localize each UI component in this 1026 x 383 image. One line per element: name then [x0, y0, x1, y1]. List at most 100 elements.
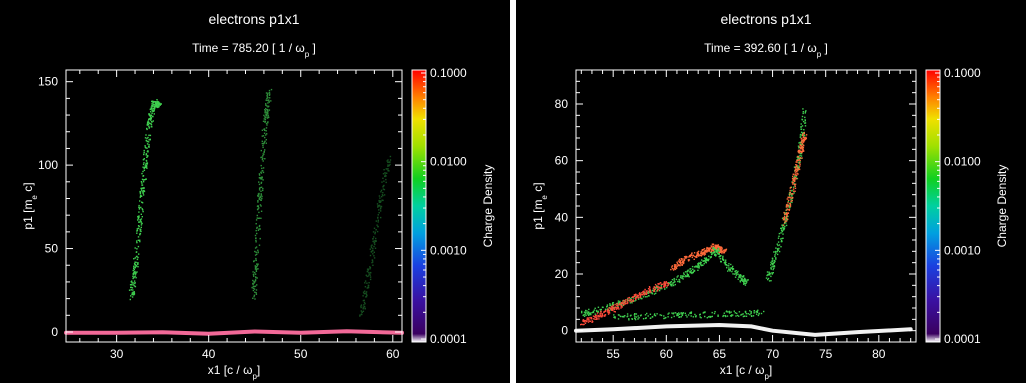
x-tick-label: 75	[819, 347, 833, 361]
density-point	[799, 159, 801, 162]
density-point	[140, 222, 143, 224]
density-point	[626, 298, 629, 300]
density-point	[673, 279, 675, 281]
density-point	[783, 218, 786, 220]
density-point	[686, 271, 688, 273]
density-point	[253, 285, 256, 288]
density-point	[742, 278, 744, 281]
density-point	[661, 287, 663, 290]
density-point	[657, 283, 659, 285]
density-point	[608, 311, 610, 313]
density-point	[734, 270, 736, 273]
density-point	[799, 163, 801, 165]
density-point	[148, 118, 150, 120]
density-point	[777, 244, 779, 247]
density-point	[738, 315, 740, 317]
density-point	[596, 310, 598, 313]
density-band-0	[64, 329, 404, 336]
density-point	[368, 273, 370, 275]
density-point	[383, 188, 386, 191]
density-point	[739, 281, 742, 283]
density-point	[638, 297, 640, 299]
density-point	[256, 208, 259, 211]
density-point	[583, 320, 585, 323]
density-point	[138, 221, 140, 223]
density-point	[699, 263, 701, 265]
density-point	[141, 201, 143, 203]
density-point	[255, 251, 257, 253]
density-point	[645, 317, 647, 319]
density-point	[260, 194, 263, 196]
density-point	[267, 114, 269, 117]
density-point	[145, 134, 147, 136]
density-point	[369, 254, 372, 257]
density-point	[705, 260, 708, 262]
density-point	[584, 320, 586, 322]
density-point	[744, 284, 747, 286]
density-point	[796, 161, 798, 163]
density-point	[772, 265, 775, 268]
density-point	[140, 206, 142, 209]
density-point	[257, 195, 259, 198]
density-point	[644, 292, 647, 294]
density-point	[722, 315, 724, 318]
density-point	[362, 310, 365, 312]
density-point	[675, 264, 677, 266]
density-point	[736, 312, 738, 315]
density-point	[377, 206, 379, 208]
density-point	[142, 194, 145, 196]
density-point	[377, 225, 379, 228]
density-point	[802, 120, 805, 123]
density-point	[710, 256, 712, 258]
density-point	[138, 204, 140, 207]
density-point	[251, 286, 253, 289]
density-point	[791, 194, 793, 196]
density-point	[704, 261, 706, 263]
density-point	[152, 120, 154, 122]
density-point	[692, 271, 694, 273]
density-point	[669, 282, 671, 285]
density-point	[264, 110, 267, 112]
density-point	[668, 312, 670, 314]
density-point	[639, 295, 642, 297]
density-point	[153, 109, 155, 111]
density-point	[680, 262, 682, 264]
density-point	[130, 286, 132, 289]
density-point	[261, 158, 264, 161]
density-point	[146, 147, 148, 149]
density-point	[719, 255, 721, 258]
density-point	[736, 271, 739, 274]
density-point	[785, 220, 787, 222]
density-point	[773, 265, 776, 268]
density-point	[688, 276, 690, 278]
density-point	[786, 219, 788, 221]
density-point	[607, 308, 609, 311]
density-point	[627, 315, 629, 317]
density-point	[683, 260, 685, 262]
density-point	[715, 250, 717, 253]
density-point	[786, 198, 788, 200]
density-point	[154, 101, 156, 103]
density-point	[146, 137, 148, 140]
density-point	[372, 240, 374, 243]
density-point	[150, 106, 153, 108]
density-point	[663, 315, 665, 317]
density-point	[137, 218, 140, 220]
density-point	[729, 269, 731, 271]
density-marks	[64, 88, 404, 336]
density-point	[373, 227, 376, 229]
density-point	[777, 249, 780, 251]
density-point	[705, 248, 708, 250]
density-point	[684, 271, 687, 273]
density-point	[585, 314, 587, 316]
density-point	[689, 255, 691, 258]
density-point	[687, 269, 689, 271]
density-point	[771, 260, 773, 262]
density-point	[258, 174, 261, 176]
density-point	[788, 199, 790, 201]
density-point	[767, 277, 770, 280]
density-point	[136, 240, 138, 242]
density-point	[149, 108, 151, 111]
density-point	[586, 318, 588, 320]
density-point	[798, 152, 800, 154]
